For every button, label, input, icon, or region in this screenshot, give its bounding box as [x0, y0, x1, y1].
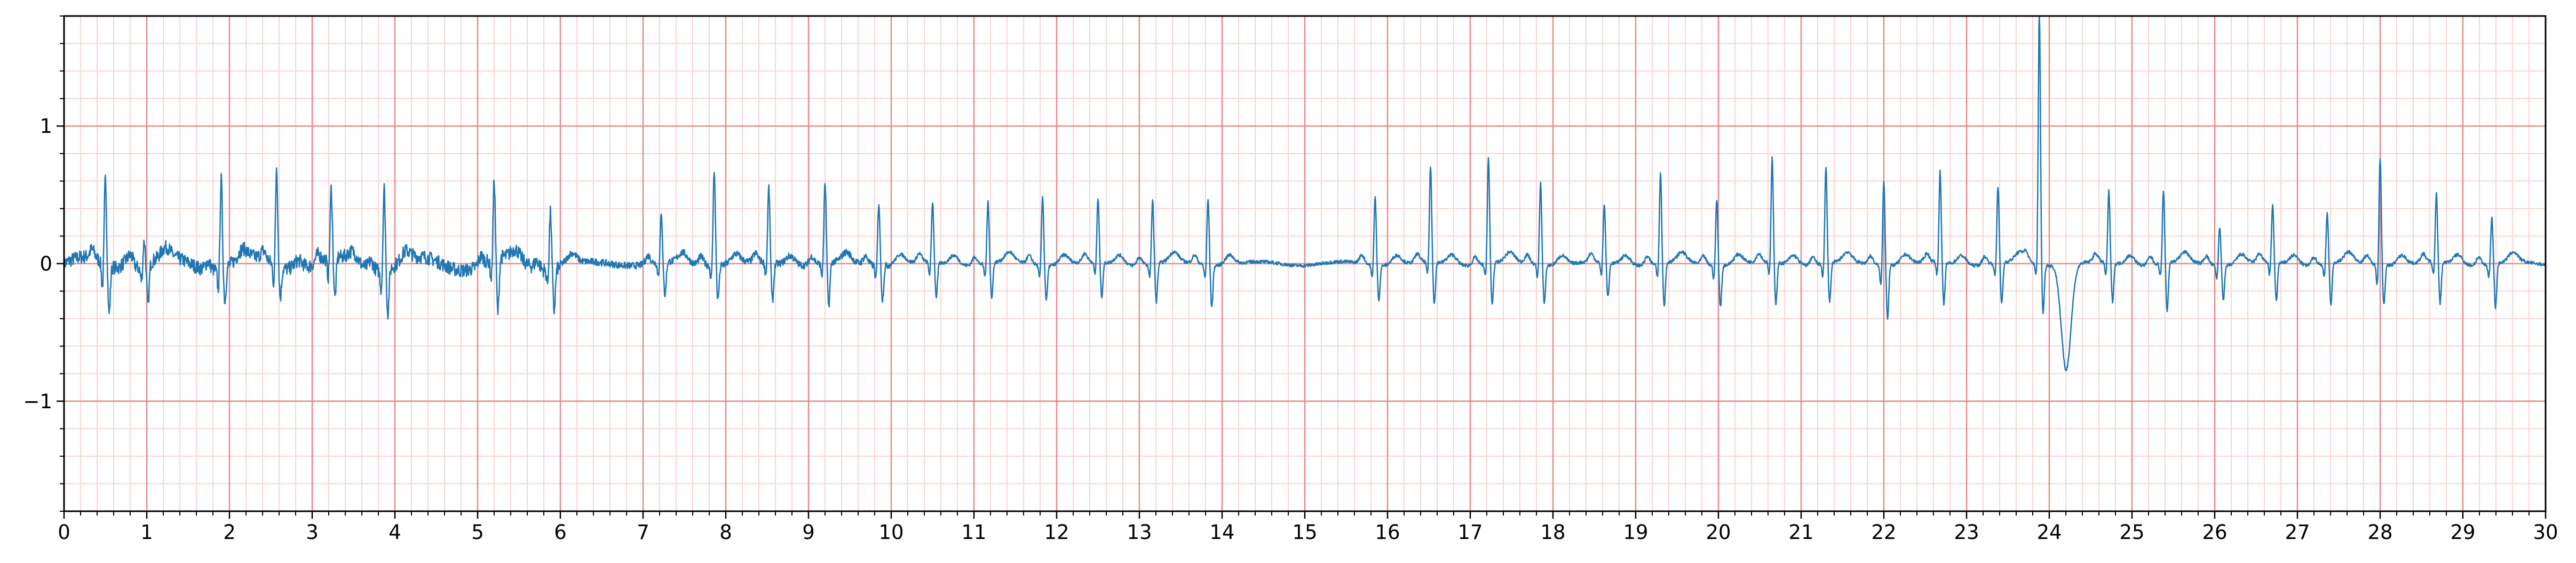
x-tick-label: 13 [1127, 521, 1152, 544]
x-tick-label: 30 [2533, 521, 2558, 544]
x-tick-label: 6 [554, 521, 567, 544]
x-tick-label: 9 [802, 521, 815, 544]
x-tick-label: 7 [637, 521, 649, 544]
x-tick-label: 28 [2367, 521, 2392, 544]
x-tick-label: 29 [2450, 521, 2475, 544]
x-tick-label: 11 [961, 521, 986, 544]
y-axis: −1 0 1 [23, 15, 64, 512]
x-tick-label: 2 [223, 521, 236, 544]
x-tick-label: 24 [2036, 521, 2062, 544]
x-tick-label: 1 [140, 521, 153, 544]
x-tick-label: 3 [306, 521, 319, 544]
y-tick-label: 1 [39, 115, 52, 138]
x-tick-label: 18 [1540, 521, 1565, 544]
y-tick-label: −1 [23, 390, 52, 413]
x-tick-label: 23 [1954, 521, 1979, 544]
x-tick-label: 22 [1871, 521, 1896, 544]
x-tick-label: 14 [1209, 521, 1234, 544]
y-tick-label: 0 [39, 252, 52, 275]
x-tick-label: 19 [1623, 521, 1648, 544]
x-tick-label: 21 [1788, 521, 1813, 544]
x-tick-label: 15 [1292, 521, 1317, 544]
series-layer [63, 15, 2547, 371]
x-tick-label: 10 [878, 521, 903, 544]
x-tick-label: 20 [1706, 521, 1731, 544]
x-tick-label: 4 [389, 521, 401, 544]
x-tick-label: 5 [471, 521, 484, 544]
x-axis: 0 1 2 3 4 5 6 7 8 9 10 11 12 13 14 15 16 17 18 19 20 21 22 23 24… [58, 511, 2558, 544]
ecg-trace-line [63, 15, 2547, 371]
x-tick-label: 0 [58, 521, 70, 544]
x-tick-label: 12 [1044, 521, 1069, 544]
x-tick-label: 27 [2285, 521, 2310, 544]
x-tick-label: 8 [719, 521, 732, 544]
x-tick-label: 26 [2202, 521, 2227, 544]
x-tick-label: 25 [2119, 521, 2144, 544]
x-tick-label: 17 [1457, 521, 1483, 544]
x-tick-label: 16 [1375, 521, 1400, 544]
